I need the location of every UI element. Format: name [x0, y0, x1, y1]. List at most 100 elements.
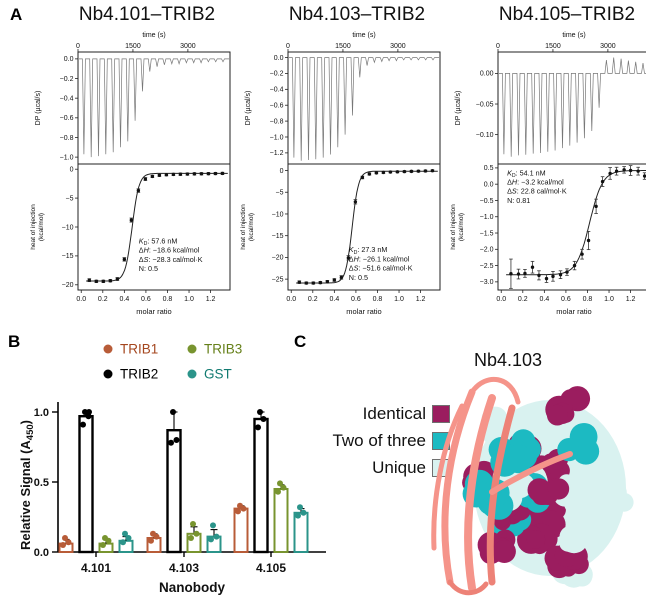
- legend-item-identical: Identical: [326, 400, 450, 427]
- svg-text:−15: −15: [62, 253, 74, 260]
- svg-text:0.2: 0.2: [98, 296, 108, 303]
- svg-text:0.00: 0.00: [480, 71, 494, 78]
- panel-c-label: C: [294, 332, 307, 351]
- svg-text:−25: −25: [272, 276, 284, 283]
- structure-render: Nb4.103: [431, 350, 634, 596]
- svg-text:0: 0: [286, 43, 290, 50]
- svg-text:1.0: 1.0: [604, 296, 614, 303]
- svg-text:DP (µcal/s): DP (µcal/s): [245, 91, 252, 126]
- svg-text:0.4: 0.4: [329, 296, 339, 303]
- svg-text:TRIB2: TRIB2: [120, 367, 158, 382]
- svg-text:1500: 1500: [545, 43, 561, 50]
- svg-text:heat of injection: heat of injection: [450, 204, 457, 250]
- svg-text:ΔS: 22.8 cal/mol·K: ΔS: 22.8 cal/mol·K: [507, 187, 567, 196]
- svg-text:−10: −10: [62, 224, 74, 231]
- svg-text:3000: 3000: [600, 43, 616, 50]
- svg-text:3000: 3000: [390, 43, 406, 50]
- svg-text:−0.05: −0.05: [476, 101, 494, 108]
- svg-text:0.2: 0.2: [308, 296, 318, 303]
- svg-text:1.0: 1.0: [34, 407, 49, 419]
- svg-text:−20: −20: [62, 282, 74, 289]
- svg-text:−5: −5: [276, 190, 284, 197]
- itc-title-nb4105: Nb4.105–TRIB2: [498, 4, 636, 25]
- svg-text:0.8: 0.8: [583, 296, 593, 303]
- svg-text:molar ratio: molar ratio: [346, 307, 381, 316]
- svg-text:0.0: 0.0: [34, 547, 49, 559]
- svg-text:−0.2: −0.2: [60, 76, 74, 83]
- svg-text:0.2: 0.2: [518, 296, 528, 303]
- svg-text:−0.8: −0.8: [270, 118, 284, 125]
- svg-text:Relative Signal (A450): Relative Signal (A450): [18, 420, 36, 550]
- svg-text:−2.0: −2.0: [480, 247, 494, 254]
- svg-text:0: 0: [70, 167, 74, 174]
- svg-text:4.105: 4.105: [256, 561, 286, 575]
- svg-text:N: 0.5: N: 0.5: [349, 273, 368, 282]
- svg-text:−3.0: −3.0: [480, 279, 494, 286]
- svg-text:1500: 1500: [335, 43, 351, 50]
- svg-text:4.103: 4.103: [169, 561, 199, 575]
- svg-text:0.8: 0.8: [163, 296, 173, 303]
- svg-text:N: 0.5: N: 0.5: [139, 264, 158, 273]
- svg-text:−0.6: −0.6: [270, 103, 284, 110]
- svg-text:0.6: 0.6: [351, 296, 361, 303]
- itc-title-nb4103: Nb4.103–TRIB2: [288, 4, 426, 25]
- svg-text:0.0: 0.0: [274, 55, 284, 62]
- svg-text:−5: −5: [66, 195, 74, 202]
- svg-text:−0.4: −0.4: [270, 87, 284, 94]
- svg-text:1500: 1500: [125, 43, 141, 50]
- svg-text:−1.0: −1.0: [480, 214, 494, 221]
- svg-text:DP (µcal/s): DP (µcal/s): [35, 91, 42, 126]
- svg-text:TRIB1: TRIB1: [120, 342, 158, 357]
- svg-text:1.0: 1.0: [394, 296, 404, 303]
- itc-title-nb4101: Nb4.101–TRIB2: [78, 4, 216, 25]
- svg-text:heat of injection: heat of injection: [240, 204, 247, 250]
- svg-text:0.0: 0.0: [76, 296, 86, 303]
- svg-text:0: 0: [76, 43, 80, 50]
- svg-text:1.0: 1.0: [184, 296, 194, 303]
- svg-text:molar ratio: molar ratio: [556, 307, 591, 316]
- svg-text:1.2: 1.2: [626, 296, 636, 303]
- svg-text:0: 0: [496, 43, 500, 50]
- legend-label-unique: Unique: [372, 457, 426, 477]
- svg-text:heat of injection: heat of injection: [30, 204, 37, 250]
- legend-label-identical: Identical: [362, 403, 426, 423]
- svg-text:(kcal/mol): (kcal/mol): [458, 213, 465, 241]
- svg-text:−1.0: −1.0: [60, 154, 74, 161]
- svg-text:time (s): time (s): [562, 32, 585, 39]
- itc-panel-nb4101: Nb4.101–TRIB2 time (s) 0 1500 3000 0.0 −0.2 −0…: [28, 4, 238, 325]
- legend-swatch-identical: [432, 404, 450, 423]
- svg-text:0.6: 0.6: [561, 296, 571, 303]
- svg-text:ΔH: −18.6 kcal/mol: ΔH: −18.6 kcal/mol: [139, 246, 200, 255]
- svg-text:KD: 54.1 nM: KD: 54.1 nM: [507, 168, 546, 179]
- svg-text:−0.6: −0.6: [60, 115, 74, 122]
- svg-text:−1.0: −1.0: [270, 134, 284, 141]
- svg-text:TRIB3: TRIB3: [204, 342, 242, 357]
- svg-text:−0.5: −0.5: [480, 198, 494, 205]
- svg-text:molar ratio: molar ratio: [136, 307, 171, 316]
- svg-text:0.0: 0.0: [484, 181, 494, 188]
- svg-text:0.5: 0.5: [34, 477, 49, 489]
- svg-text:Nanobody: Nanobody: [159, 580, 225, 595]
- svg-text:time (s): time (s): [142, 32, 165, 39]
- svg-text:−0.4: −0.4: [60, 95, 74, 102]
- svg-text:ΔH: −3.2 kcal/mol: ΔH: −3.2 kcal/mol: [507, 178, 564, 187]
- svg-text:0.0: 0.0: [286, 296, 296, 303]
- itc-panel-nb4103: Nb4.103–TRIB2 time (s) 0 1500 3000 0.0 −0.2 −0…: [238, 4, 448, 325]
- itc-plot-nb4103: time (s) 0 1500 3000 0.0 −0.2 −0.4 −0.6 −0.8 −1.0…: [240, 32, 441, 316]
- svg-text:ΔS: −51.6 cal/mol·K: ΔS: −51.6 cal/mol·K: [349, 264, 413, 273]
- svg-text:−0.2: −0.2: [270, 71, 284, 78]
- svg-text:N: 0.81: N: 0.81: [507, 196, 530, 205]
- svg-text:0.6: 0.6: [141, 296, 151, 303]
- svg-text:0.4: 0.4: [539, 296, 549, 303]
- svg-text:0.8: 0.8: [373, 296, 383, 303]
- panel-b-label: B: [8, 332, 21, 351]
- svg-text:4.101: 4.101: [81, 561, 111, 575]
- svg-text:(kcal/mol): (kcal/mol): [38, 213, 45, 241]
- conservation-legend: Identical Two of three Unique: [326, 400, 450, 481]
- panel-a-label: A: [10, 5, 23, 24]
- svg-text:Nb4.103: Nb4.103: [474, 350, 542, 370]
- svg-text:0.0: 0.0: [64, 56, 74, 63]
- legend-label-two-of-three: Two of three: [332, 430, 426, 450]
